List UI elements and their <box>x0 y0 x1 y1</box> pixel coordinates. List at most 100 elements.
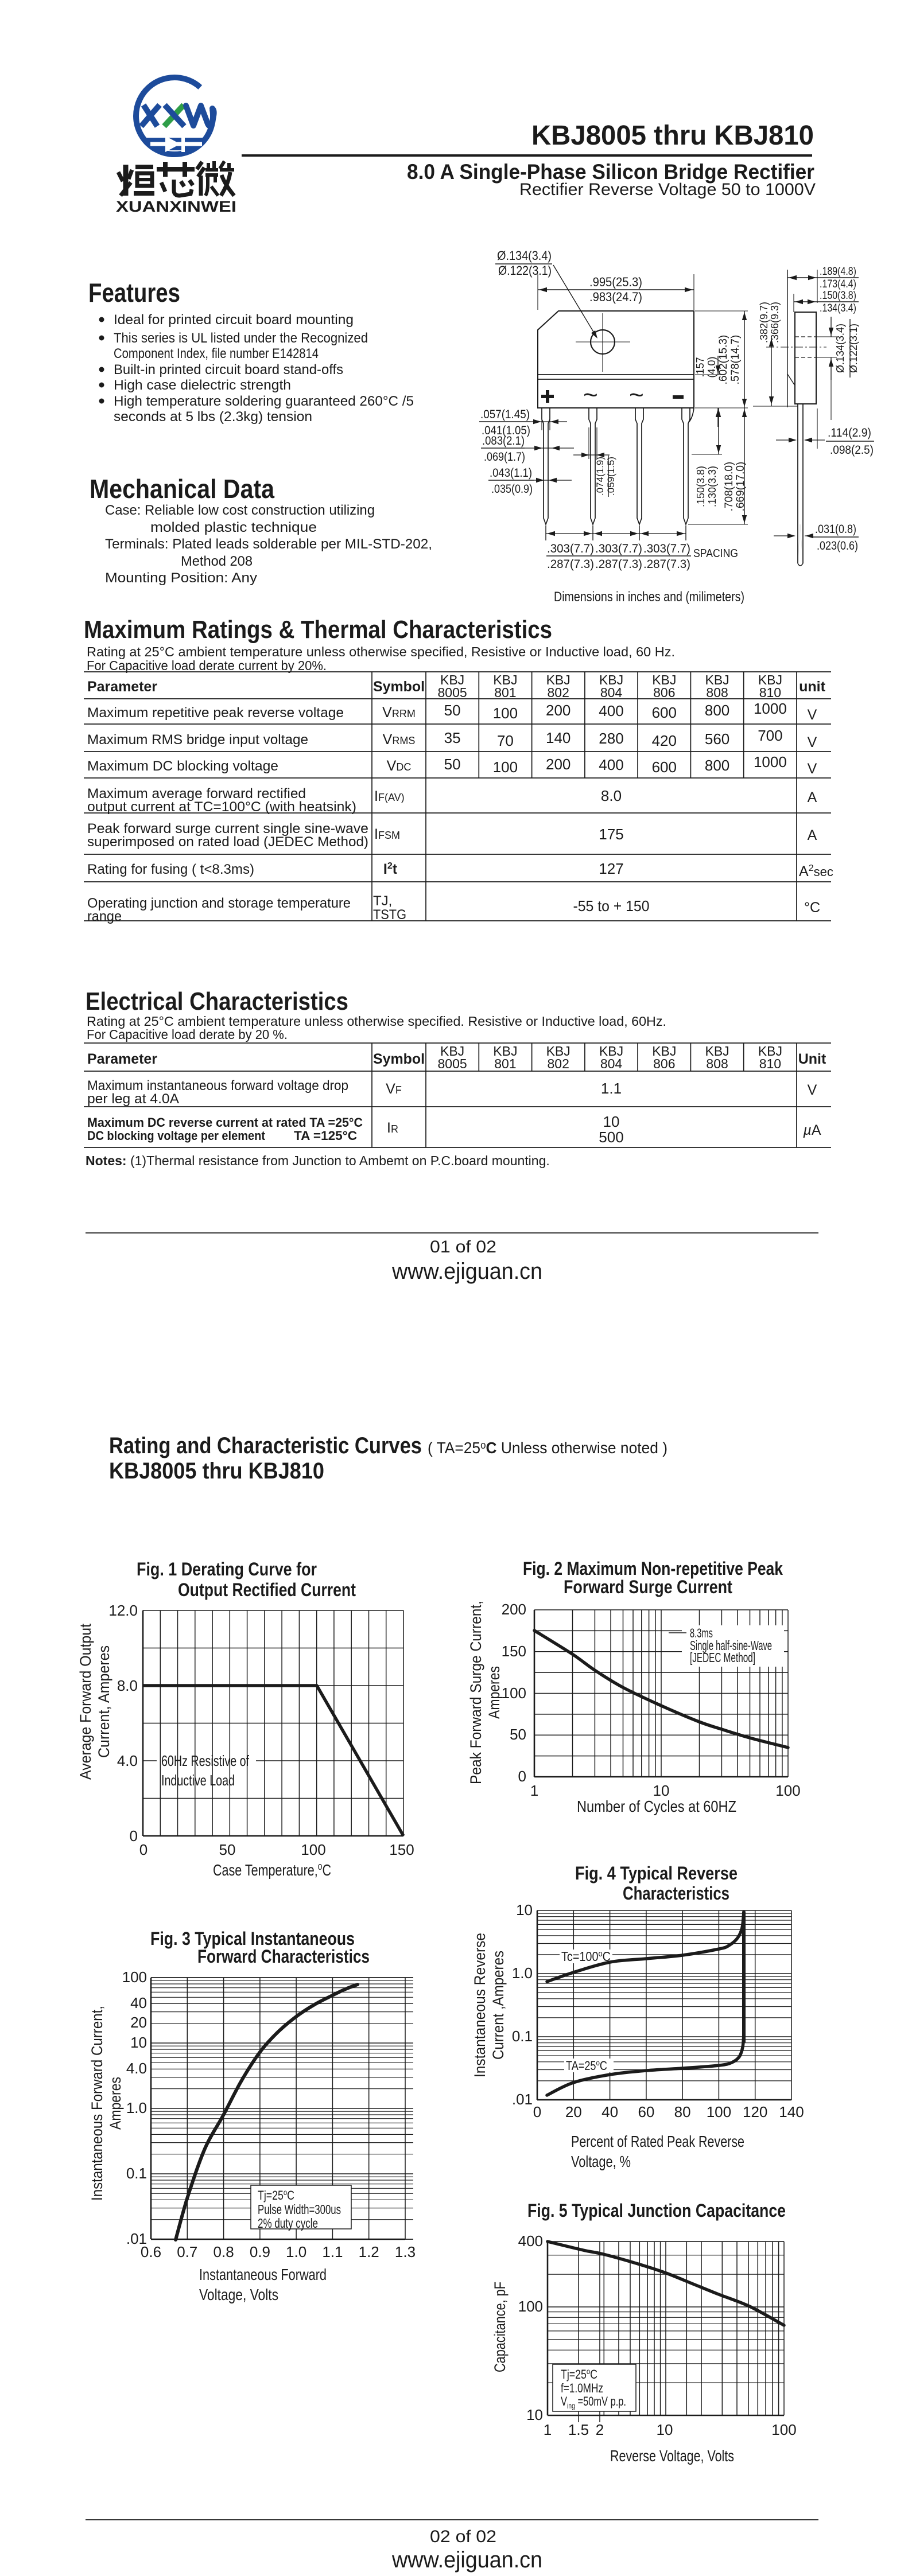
svg-text:2: 2 <box>596 2421 604 2438</box>
svg-text:Characteristics: Characteristics <box>623 1883 729 1904</box>
svg-text:8.0 A Single-Phase Silicon Bri: 8.0 A Single-Phase Silicon Bridge Rectif… <box>407 160 814 184</box>
svg-text:.602(15.3): .602(15.3) <box>717 335 729 385</box>
svg-text:0: 0 <box>139 1841 148 1858</box>
svg-text:Maximum RMS bridge input volta: Maximum RMS bridge input voltage <box>87 732 308 748</box>
svg-text:.035(0.9): .035(0.9) <box>491 482 533 496</box>
svg-text:Voltage, %: Voltage, % <box>571 2153 631 2170</box>
svg-text:Ø.134(3.4): Ø.134(3.4) <box>497 248 552 263</box>
svg-text:Rating and Characteristic Cur: Rating and Characteristic Curves <box>109 1433 422 1458</box>
svg-text:High temperature soldering gua: High temperature soldering guaranteed 26… <box>114 394 414 409</box>
svg-text:Reverse Voltage, Volts: Reverse Voltage, Volts <box>610 2447 734 2465</box>
svg-text:KBJ: KBJ <box>599 672 623 687</box>
svg-text:10: 10 <box>657 2421 673 2438</box>
svg-text:Maximum average forward rectif: Maximum average forward rectified <box>87 786 306 801</box>
svg-text:50: 50 <box>219 1841 236 1858</box>
svg-text:500: 500 <box>599 1129 623 1146</box>
svg-text:Tc=100oC: Tc=100oC <box>561 1949 611 1964</box>
svg-text:.031(0.8): .031(0.8) <box>815 523 856 536</box>
svg-text:50: 50 <box>444 756 461 773</box>
svg-text:8.0: 8.0 <box>601 787 622 804</box>
svg-text:.043(1.1): .043(1.1) <box>490 466 532 480</box>
svg-text:Maximum instantaneous forward: Maximum instantaneous forward voltage dr… <box>87 1078 348 1094</box>
svg-text:Amperes: Amperes <box>486 1666 503 1719</box>
svg-text:Peak Forward Surge Current,: Peak Forward Surge Current, <box>467 1601 484 1784</box>
svg-text:804: 804 <box>600 1056 623 1071</box>
svg-text:200: 200 <box>546 702 571 719</box>
svg-text:.287(7.3): .287(7.3) <box>643 558 690 571</box>
svg-text:600: 600 <box>652 704 677 721</box>
svg-text:60: 60 <box>638 2103 654 2120</box>
svg-text:8.0: 8.0 <box>117 1677 138 1694</box>
svg-text:SPACING: SPACING <box>693 547 738 560</box>
svg-text:TA=25oC: TA=25oC <box>566 2058 607 2073</box>
svg-text:Average Forward Output: Average Forward Output <box>77 1624 94 1780</box>
svg-text:1.2: 1.2 <box>359 2243 379 2260</box>
svg-text:Inductive Load: Inductive Load <box>161 1772 235 1789</box>
svg-text:1.3: 1.3 <box>395 2243 416 2260</box>
svg-text:1: 1 <box>544 2421 552 2438</box>
svg-text:0.1: 0.1 <box>512 2028 533 2045</box>
svg-text:Electrical Characteristics: Electrical Characteristics <box>86 987 348 1015</box>
svg-text:KBJ: KBJ <box>493 672 517 687</box>
svg-text:100: 100 <box>502 1684 526 1702</box>
svg-text:.708(18.0): .708(18.0) <box>723 462 735 512</box>
svg-text:806: 806 <box>653 1056 675 1071</box>
svg-text:This series is UL listed under: This series is UL listed under the Recog… <box>114 330 368 346</box>
svg-text:Unit: Unit <box>798 1051 826 1067</box>
svg-text:seconds at 5 lbs (2.3kg) tensi: seconds at 5 lbs (2.3kg) tension <box>114 409 312 425</box>
svg-text:0.6: 0.6 <box>141 2243 161 2260</box>
svg-text:400: 400 <box>518 2232 543 2250</box>
svg-text:.069(1.7): .069(1.7) <box>484 450 525 464</box>
svg-text:.303(7.7): .303(7.7) <box>643 542 690 555</box>
svg-text:8005: 8005 <box>438 1056 467 1071</box>
svg-text:Symbol: Symbol <box>373 679 425 695</box>
svg-text:01 of 02: 01 of 02 <box>430 1238 496 1256</box>
svg-text:0.7: 0.7 <box>177 2243 197 2260</box>
svg-text:100: 100 <box>122 1968 147 1986</box>
svg-text:1.1: 1.1 <box>601 1080 622 1097</box>
svg-text:Maximum DC blocking voltage: Maximum DC blocking voltage <box>87 758 278 774</box>
svg-text:10: 10 <box>653 1782 670 1799</box>
svg-text:0.9: 0.9 <box>250 2243 270 2260</box>
svg-text:120: 120 <box>743 2103 767 2120</box>
svg-text:1.0: 1.0 <box>126 2099 147 2116</box>
svg-text:.150(3.8): .150(3.8) <box>820 290 856 302</box>
svg-text:4.0: 4.0 <box>126 2060 147 2077</box>
svg-text:KBJ: KBJ <box>546 1044 571 1059</box>
svg-text:.134(3.4): .134(3.4) <box>820 302 856 314</box>
svg-text:.287(7.3): .287(7.3) <box>595 558 642 571</box>
svg-text:1000: 1000 <box>754 753 787 771</box>
svg-text:.130(3.3): .130(3.3) <box>707 466 718 507</box>
svg-text:10: 10 <box>526 2406 543 2423</box>
svg-text:°C: °C <box>804 900 820 916</box>
svg-text:.074(1.9): .074(1.9) <box>595 457 606 496</box>
svg-text:( TA=25oC Unless otherwise not: ( TA=25oC Unless otherwise noted ) <box>428 1439 667 1457</box>
svg-text:.669(17.0): .669(17.0) <box>735 462 747 512</box>
svg-text:808: 808 <box>706 685 728 700</box>
svg-text:1.1: 1.1 <box>322 2243 343 2260</box>
svg-text:0.1: 0.1 <box>126 2165 147 2182</box>
svg-text:unit: unit <box>799 679 825 695</box>
svg-text:Rating at 25°C ambient tempera: Rating at 25°C ambient temperature unles… <box>87 644 675 659</box>
svg-text:Rating for fusing ( t<8.3ms): Rating for fusing ( t<8.3ms) <box>87 862 254 877</box>
svg-text:Dimensions in inches and (mili: Dimensions in inches and (milimeters) <box>554 589 744 605</box>
svg-text:560: 560 <box>705 730 729 748</box>
svg-text:.059(1.5): .059(1.5) <box>606 457 616 496</box>
svg-text:600: 600 <box>652 758 677 776</box>
svg-text:280: 280 <box>599 730 623 747</box>
svg-text:www.ejiguan.cn: www.ejiguan.cn <box>391 2547 542 2573</box>
svg-text:420: 420 <box>652 732 677 749</box>
svg-text:127: 127 <box>599 860 623 877</box>
svg-text:.173(4.4): .173(4.4) <box>820 278 856 290</box>
svg-text:KBJ: KBJ <box>652 1044 676 1059</box>
svg-text:10: 10 <box>603 1113 620 1130</box>
svg-text:801: 801 <box>494 1056 516 1071</box>
svg-text:For Capacitive load derate cur: For Capacitive load derate current by 20… <box>87 658 327 673</box>
svg-text:Capacitance, pF: Capacitance, pF <box>491 2282 509 2372</box>
svg-text:808: 808 <box>706 1056 728 1071</box>
svg-text:1.5: 1.5 <box>568 2421 589 2438</box>
svg-text:150: 150 <box>502 1643 526 1660</box>
svg-text:Voltage, Volts: Voltage, Volts <box>199 2286 278 2303</box>
svg-text:20: 20 <box>130 2014 147 2031</box>
svg-text:Mechanical Data: Mechanical Data <box>90 474 274 504</box>
